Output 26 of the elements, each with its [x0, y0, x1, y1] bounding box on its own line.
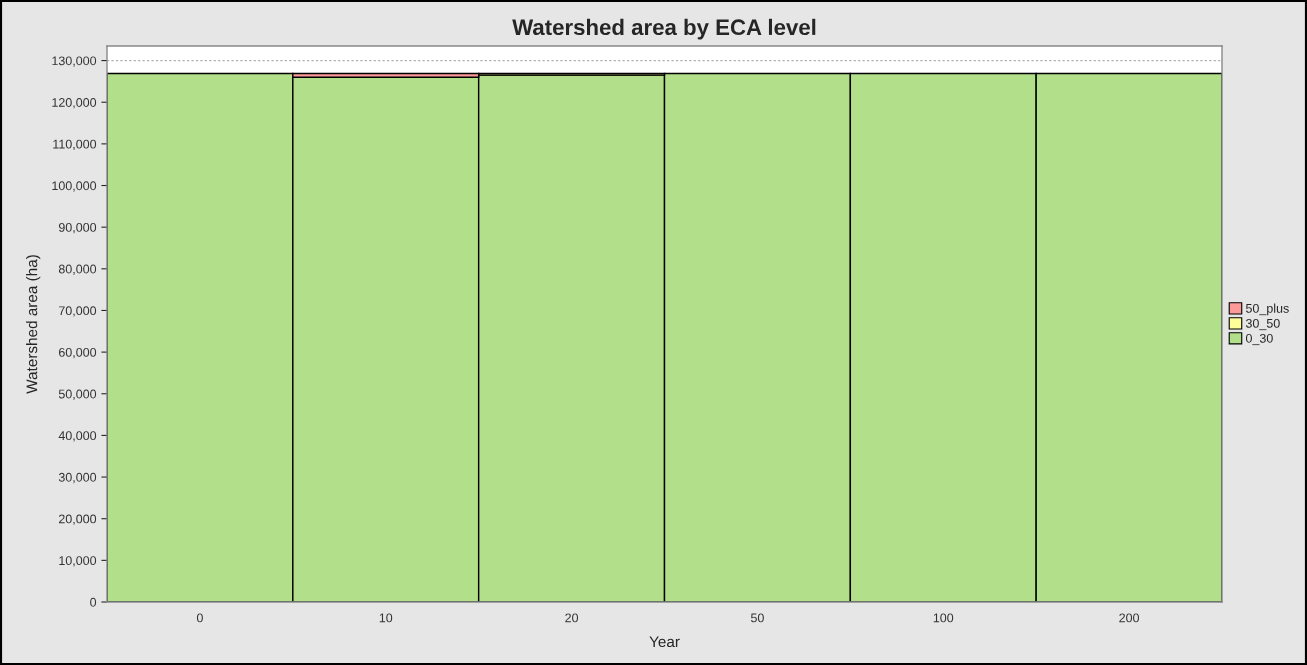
y-tick-label: 0: [90, 597, 97, 607]
x-axis-title: Year: [649, 636, 680, 648]
y-tick-label: 110,000: [53, 139, 97, 150]
y-tick-label: 60,000: [58, 347, 97, 359]
y-tick-label: 90,000: [58, 222, 97, 234]
x-tick-label: 20: [565, 613, 579, 623]
y-axis-title: Watershed area (ha): [26, 255, 41, 394]
legend-label: 0_30: [1245, 333, 1273, 346]
x-tick-label: 50: [750, 613, 764, 623]
legend-label: 50_plus: [1245, 303, 1289, 316]
y-tick-label: 120,000: [52, 98, 97, 109]
legend-label: 30_50: [1245, 318, 1280, 331]
x-tick-label: 0: [196, 613, 203, 623]
y-tick-label: 50,000: [58, 389, 97, 400]
x-tick-label: 100: [933, 613, 954, 623]
y-tick-label: 130,000: [52, 56, 97, 67]
y-tick-label: 70,000: [59, 306, 97, 317]
y-tick-label: 10,000: [59, 556, 97, 567]
y-tick-label: 30,000: [58, 472, 97, 484]
y-tick-label: 40,000: [58, 431, 97, 442]
chart-title: Watershed area by ECA level: [512, 18, 816, 40]
x-tick-label: 10: [379, 613, 393, 623]
y-tick-label: 100,000: [52, 181, 97, 192]
x-tick-label: 200: [1119, 613, 1140, 623]
y-tick-label: 20,000: [58, 514, 97, 525]
y-tick-label: 80,000: [58, 264, 97, 275]
